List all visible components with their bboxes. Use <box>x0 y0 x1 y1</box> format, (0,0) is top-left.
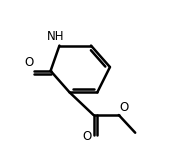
Text: NH: NH <box>47 30 64 43</box>
Text: O: O <box>119 101 128 114</box>
Text: O: O <box>83 130 92 143</box>
Text: O: O <box>25 56 34 69</box>
